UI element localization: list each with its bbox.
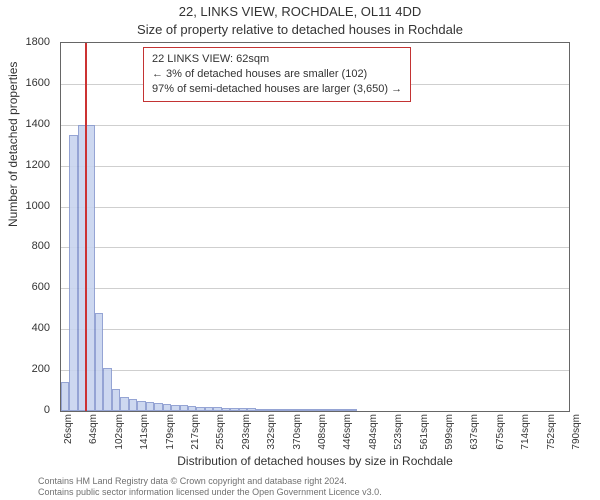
x-tick-label: 217sqm xyxy=(190,414,201,450)
y-tick-label: 0 xyxy=(44,404,50,416)
plot-area: 22 LINKS VIEW: 62sqm ← 3% of detached ho… xyxy=(60,42,570,412)
chart-container: 22, LINKS VIEW, ROCHDALE, OL11 4DD Size … xyxy=(0,0,600,500)
y-tick-label: 1800 xyxy=(26,36,50,48)
y-axis-ticks: 020040060080010001200140016001800 xyxy=(0,42,56,412)
y-tick-label: 1400 xyxy=(26,118,50,130)
y-tick-label: 1200 xyxy=(26,159,50,171)
legend-line-3: 97% of semi-detached houses are larger (… xyxy=(152,82,402,97)
legend-box: 22 LINKS VIEW: 62sqm ← 3% of detached ho… xyxy=(143,47,411,102)
x-tick-label: 255sqm xyxy=(215,414,226,450)
x-tick-label: 293sqm xyxy=(241,414,252,450)
y-tick-label: 600 xyxy=(32,281,50,293)
x-tick-label: 332sqm xyxy=(266,414,277,450)
title-sub: Size of property relative to detached ho… xyxy=(0,22,600,37)
legend-line-2: ← 3% of detached houses are smaller (102… xyxy=(152,67,402,82)
x-tick-label: 561sqm xyxy=(419,414,430,450)
x-tick-label: 675sqm xyxy=(495,414,506,450)
property-marker-line xyxy=(85,43,87,411)
x-axis-label: Distribution of detached houses by size … xyxy=(60,454,570,468)
x-tick-label: 102sqm xyxy=(114,414,125,450)
footer-attribution: Contains HM Land Registry data © Crown c… xyxy=(38,476,382,499)
y-tick-label: 800 xyxy=(32,240,50,252)
footer-line-1: Contains HM Land Registry data © Crown c… xyxy=(38,476,382,487)
x-tick-label: 523sqm xyxy=(393,414,404,450)
x-tick-label: 64sqm xyxy=(88,414,99,444)
y-tick-label: 1000 xyxy=(26,200,50,212)
title-main: 22, LINKS VIEW, ROCHDALE, OL11 4DD xyxy=(0,4,600,19)
x-tick-label: 637sqm xyxy=(469,414,480,450)
legend-line-1: 22 LINKS VIEW: 62sqm xyxy=(152,52,402,67)
x-tick-label: 446sqm xyxy=(342,414,353,450)
x-tick-label: 752sqm xyxy=(546,414,557,450)
x-tick-label: 484sqm xyxy=(368,414,379,450)
y-tick-label: 200 xyxy=(32,363,50,375)
x-tick-label: 714sqm xyxy=(520,414,531,450)
x-tick-label: 179sqm xyxy=(165,414,176,450)
x-tick-label: 370sqm xyxy=(292,414,303,450)
y-tick-label: 1600 xyxy=(26,77,50,89)
y-tick-label: 400 xyxy=(32,322,50,334)
footer-line-2: Contains public sector information licen… xyxy=(38,487,382,498)
x-tick-label: 599sqm xyxy=(444,414,455,450)
x-tick-label: 141sqm xyxy=(139,414,150,450)
x-tick-label: 790sqm xyxy=(571,414,582,450)
x-tick-label: 408sqm xyxy=(317,414,328,450)
x-tick-label: 26sqm xyxy=(63,414,74,444)
